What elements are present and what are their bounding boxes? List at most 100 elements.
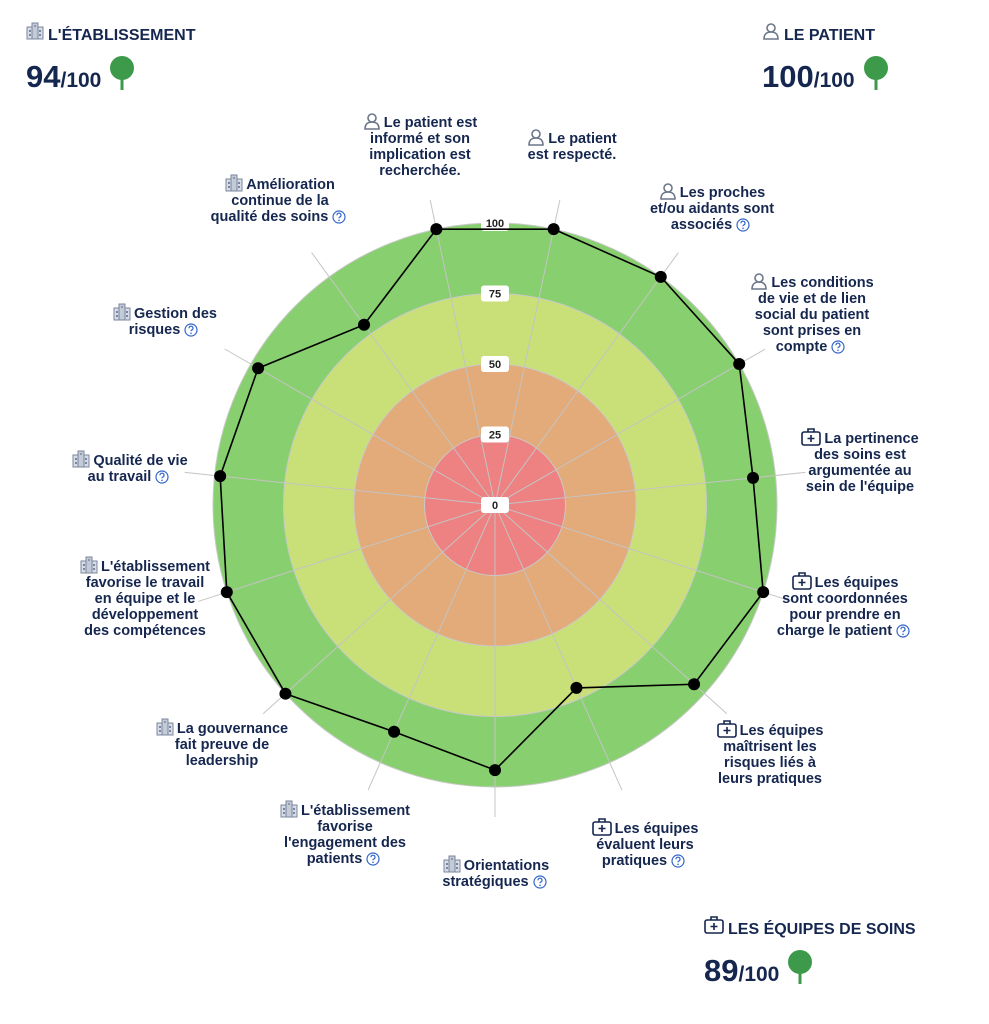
radar-point — [430, 223, 443, 236]
category-text: Qualité de vie au travail — [87, 453, 188, 485]
score-line: 89/100 — [704, 949, 916, 989]
help-icon[interactable] — [831, 340, 845, 354]
category-icon — [72, 450, 90, 468]
category-icon — [113, 303, 131, 321]
score-title: L'ÉTABLISSEMENT — [26, 22, 196, 45]
radar-spoke — [367, 504, 496, 791]
radar-point — [489, 764, 501, 777]
category-icon — [443, 855, 461, 873]
category-label: L'établissement favorise le travail en é… — [80, 556, 210, 639]
tick-label-bg — [481, 285, 509, 302]
category-text: Gestion des risques — [128, 306, 217, 338]
category-icon — [528, 129, 545, 146]
radar-point — [220, 586, 233, 599]
score-value: 94 — [26, 59, 61, 94]
category-icon — [716, 720, 737, 738]
radar-spoke — [429, 199, 496, 506]
radar-point — [747, 471, 760, 484]
category-icon — [363, 113, 380, 130]
radar-spoke — [262, 504, 496, 715]
tick-label-bg — [481, 426, 509, 443]
score-tree — [788, 950, 813, 984]
category-text: Amélioration continue de la qualité des … — [210, 177, 335, 225]
category-label: Les équipes évaluent leurs pratiques — [585, 818, 705, 869]
radar-point — [654, 270, 667, 283]
category-label: Les proches et/ou aidants sont associés — [647, 182, 777, 233]
score-line: 100/100 — [762, 55, 889, 95]
category-text: Les conditions de vie et de lien social … — [754, 275, 874, 355]
tick-label-bg — [481, 356, 509, 372]
category-text: Orientations stratégiques — [442, 858, 550, 890]
score-denominator: /100 — [60, 69, 102, 92]
category-icon — [225, 174, 243, 192]
radar-spoke — [224, 348, 496, 506]
category-icon — [156, 718, 174, 736]
tick-label: 25 — [489, 430, 501, 442]
category-label: La gouvernance fait preuve de leadership — [152, 718, 292, 769]
score-value: 89 — [704, 953, 739, 988]
radar-line — [219, 228, 765, 772]
score-block: LE PATIENT 100/100 — [762, 22, 889, 95]
radar-point — [570, 681, 583, 694]
radar-point — [252, 362, 265, 375]
category-icon — [26, 22, 44, 40]
radar-spoke — [311, 252, 496, 506]
radar-point — [279, 687, 292, 700]
tick-label-bg — [481, 497, 509, 513]
category-label: Qualité de vie au travail — [68, 450, 193, 485]
score-title: LES ÉQUIPES DE SOINS — [704, 916, 916, 939]
radar-spoke — [494, 504, 623, 791]
category-text: Le patient est respecté. — [527, 131, 617, 163]
category-icon — [763, 23, 779, 40]
radar-spoke — [494, 504, 792, 602]
tick-label: 100 — [486, 218, 504, 230]
tick-labels: 0 25 50 75 100 — [481, 215, 509, 513]
help-icon[interactable] — [184, 323, 198, 337]
radar-point — [214, 470, 227, 483]
category-text: Le patient est informé et son implicatio… — [369, 115, 478, 179]
score-title-text: L'ÉTABLISSEMENT — [48, 27, 196, 44]
score-tree — [863, 56, 888, 90]
category-text: La gouvernance fait preuve de leadership — [174, 721, 289, 769]
score-denominator: /100 — [738, 963, 780, 986]
help-icon[interactable] — [155, 470, 169, 484]
help-icon[interactable] — [366, 852, 380, 866]
category-label: Le patient est informé et son implicatio… — [358, 112, 483, 179]
help-icon[interactable] — [533, 875, 547, 889]
radar-point — [547, 223, 560, 236]
tick-label: 0 — [492, 500, 498, 512]
radar-point — [688, 678, 701, 691]
radar-spoke — [494, 199, 561, 506]
category-label: L'établissement favorise l'engagement de… — [280, 800, 410, 867]
category-label: Les conditions de vie et de lien social … — [747, 272, 877, 355]
score-title: LE PATIENT — [762, 22, 889, 45]
help-icon[interactable] — [896, 624, 910, 638]
category-icon — [801, 428, 822, 446]
category-label: Amélioration continue de la qualité des … — [210, 174, 350, 225]
score-title-text: LE PATIENT — [784, 27, 875, 44]
radar-spoke — [494, 348, 766, 506]
tick-label: 75 — [489, 289, 501, 301]
category-label: Orientations stratégiques — [426, 855, 566, 890]
score-block: LES ÉQUIPES DE SOINS 89/100 — [704, 916, 916, 989]
category-text: Les équipes maîtrisent les risques liés … — [718, 723, 824, 787]
category-icon — [659, 183, 676, 200]
help-icon[interactable] — [332, 210, 346, 224]
radar-spoke — [494, 504, 728, 715]
category-icon — [791, 572, 812, 590]
category-text: L'établissement favorise l'engagement de… — [284, 803, 411, 867]
category-text: Les équipes évaluent leurs pratiques — [596, 821, 699, 869]
score-tree — [110, 56, 135, 90]
help-icon[interactable] — [671, 854, 685, 868]
category-icon — [280, 800, 298, 818]
help-icon[interactable] — [736, 218, 750, 232]
score-block: L'ÉTABLISSEMENT 94/100 — [26, 22, 196, 95]
category-icon — [751, 273, 768, 290]
category-text: L'établissement favorise le travail en é… — [84, 559, 211, 639]
radar-spoke — [198, 504, 496, 602]
category-label: La pertinence des soins est argumentée a… — [798, 428, 923, 495]
radar-point — [757, 586, 770, 599]
